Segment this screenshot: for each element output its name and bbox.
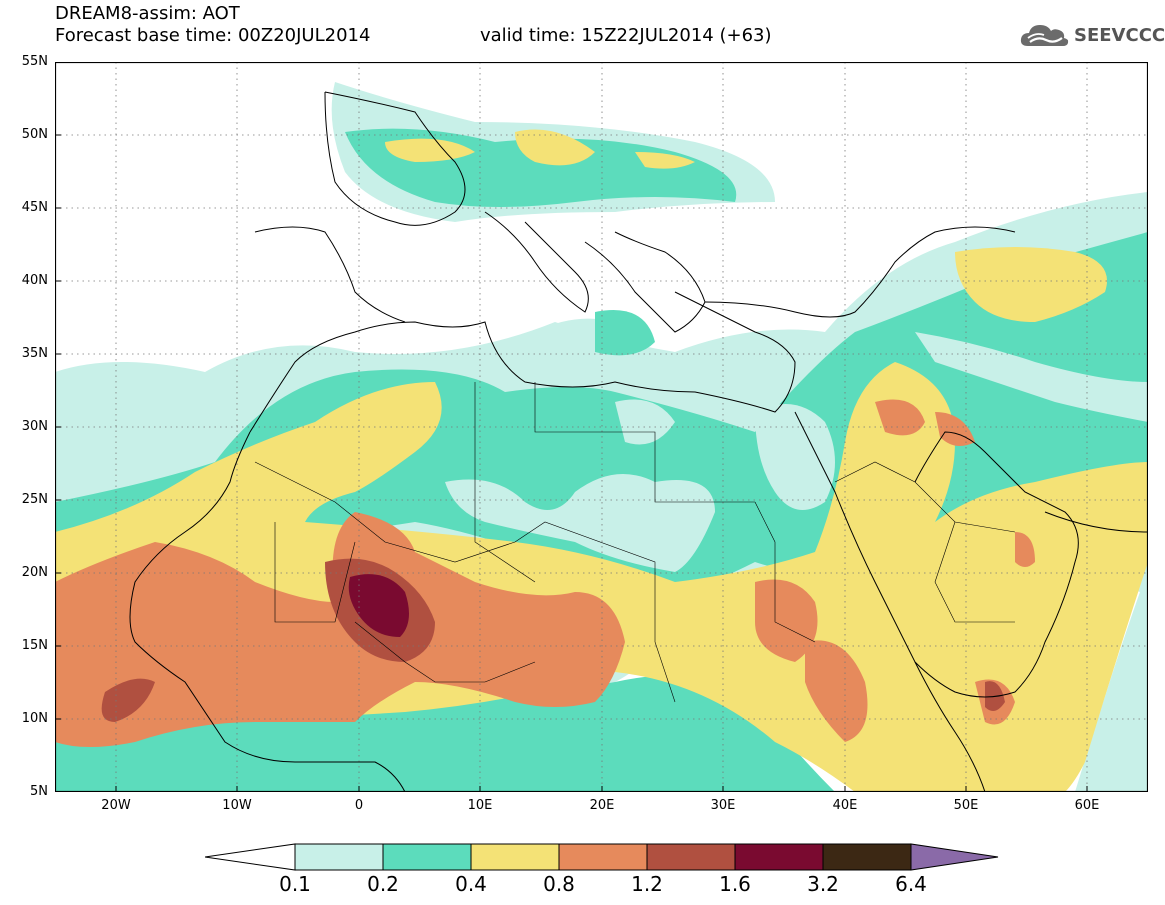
lat-label-15n: 15N [21, 638, 48, 653]
coastlines [129, 91, 1148, 792]
legend-colorbar [205, 843, 999, 871]
logo: SEEVCCC [1018, 20, 1165, 50]
legend-label-0.8: 0.8 [543, 872, 575, 896]
legend-swatch-7 [822, 843, 912, 871]
lat-label-35n: 35N [21, 346, 48, 361]
logo-text: SEEVCCC [1074, 24, 1165, 46]
legend-label-0.4: 0.4 [455, 872, 487, 896]
lon-label-20w: 20W [101, 798, 131, 813]
lon-label-60e: 60E [1074, 798, 1100, 813]
title-base-time: Forecast base time: 00Z20JUL2014 [55, 25, 371, 46]
legend-swatch-6 [734, 843, 824, 871]
map-graticule [55, 62, 1148, 792]
aot-band-0.8-1.2 [55, 399, 1035, 747]
legend-label-3.2: 3.2 [807, 872, 839, 896]
lon-label-10e: 10E [467, 798, 493, 813]
legend-swatch-3 [470, 843, 560, 871]
legend-label-0.2: 0.2 [367, 872, 399, 896]
lat-label-55n: 55N [21, 54, 48, 69]
cloud-icon [1020, 25, 1069, 46]
lon-label-40e: 40E [832, 798, 858, 813]
legend-label-6.4: 6.4 [895, 872, 927, 896]
legend-swatch-1 [294, 843, 384, 871]
legend-label-0.1: 0.1 [279, 872, 311, 896]
legend-swatch-2 [382, 843, 472, 871]
lon-label-10w: 10W [222, 798, 252, 813]
lat-label-45n: 45N [21, 200, 48, 215]
lon-label-0: 0 [354, 798, 364, 813]
legend-swatch-above [910, 843, 999, 871]
lat-label-20n: 20N [21, 565, 48, 580]
aot-field [55, 82, 1148, 792]
country-borders [254, 382, 1016, 703]
lon-label-30e: 30E [710, 798, 736, 813]
lon-label-50e: 50E [953, 798, 979, 813]
aot-band-1.6-3.2 [348, 574, 409, 637]
legend-label-1.6: 1.6 [719, 872, 751, 896]
lon-label-20e: 20E [589, 798, 615, 813]
lat-label-10n: 10N [21, 711, 48, 726]
aot-band-0.1-0.2-inner [445, 332, 1148, 572]
lat-label-5n: 5N [30, 784, 48, 799]
lat-label-25n: 25N [21, 492, 48, 507]
lat-label-50n: 50N [21, 127, 48, 142]
title-product: DREAM8-assim: AOT [55, 3, 240, 24]
title-valid-time: valid time: 15Z22JUL2014 (+63) [480, 25, 772, 46]
legend-swatch-5 [646, 843, 736, 871]
legend-label-1.2: 1.2 [631, 872, 663, 896]
lat-label-30n: 30N [21, 419, 48, 434]
map-ticks [55, 134, 1088, 792]
legend-swatch-4 [558, 843, 648, 871]
aot-map [55, 62, 1148, 792]
legend-swatch-below [205, 843, 296, 871]
lat-label-40n: 40N [21, 273, 48, 288]
